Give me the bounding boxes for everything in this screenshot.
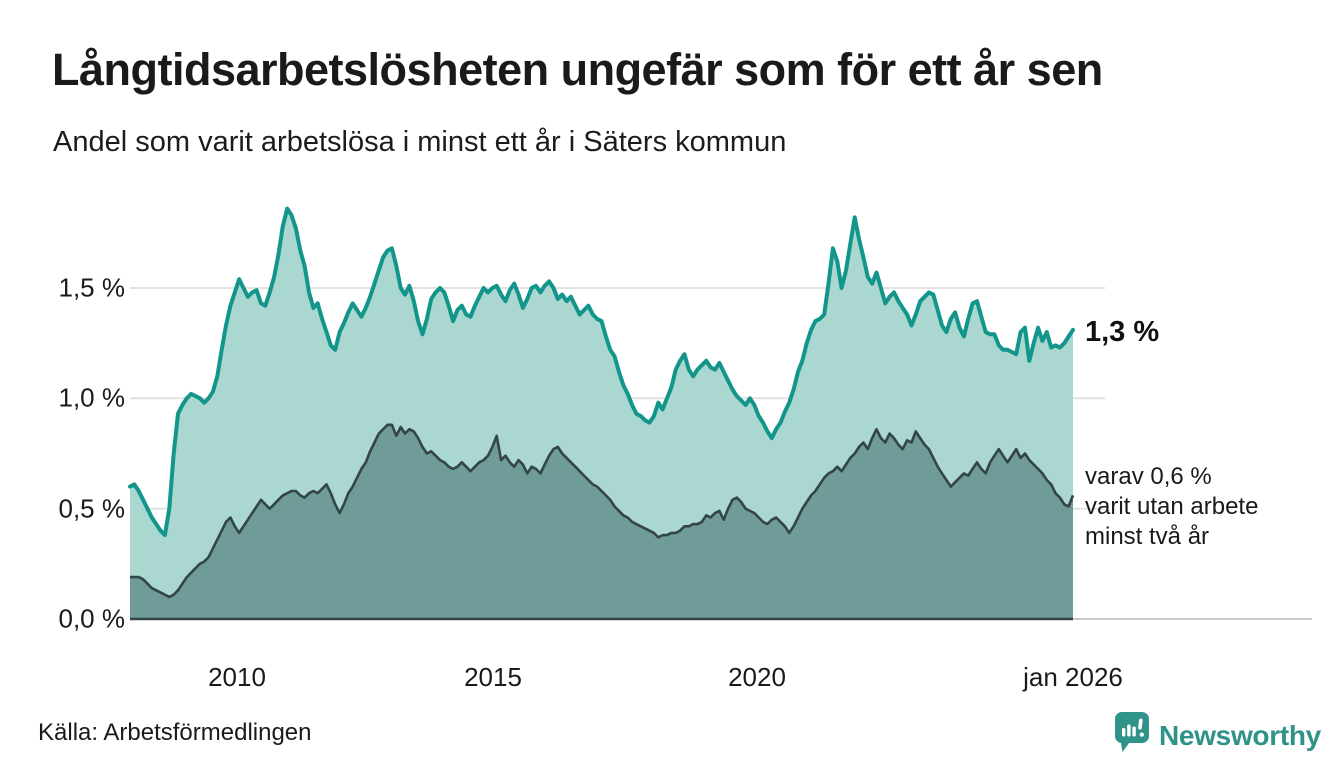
page-subtitle: Andel som varit arbetslösa i minst ett å…	[53, 126, 787, 158]
y-tick-1-0: 1,0 %	[58, 382, 126, 413]
latest-value-label: 1,3 %	[1085, 316, 1160, 348]
secondary-value-label: varav 0,6 % varit utan arbete minst två …	[1085, 462, 1258, 552]
secondary-value-line: varit utan arbete	[1085, 493, 1259, 520]
secondary-value-line: minst två år	[1085, 523, 1210, 550]
newsworthy-logo: Newsworthy	[1114, 712, 1321, 759]
brand-name: Newsworthy	[1159, 719, 1321, 751]
bar-chart-speech-bubble-icon	[1114, 712, 1149, 759]
y-tick-1-5: 1,5 %	[58, 272, 126, 303]
x-tick-2010: 2010	[208, 662, 266, 692]
total-line	[128, 206, 1075, 538]
secondary-area	[130, 424, 1073, 619]
x-tick-jan-2026: jan 2026	[1023, 662, 1123, 692]
y-tick-0-0: 0,0 %	[58, 603, 126, 634]
source-note: Källa: Arbetsförmedlingen	[38, 719, 312, 746]
page-title: Långtidsarbetslösheten ungefär som för e…	[52, 44, 1103, 95]
x-tick-2015: 2015	[464, 662, 522, 692]
secondary-value-line: varav 0,6 %	[1085, 463, 1212, 490]
y-tick-0-5: 0,5 %	[58, 493, 126, 524]
secondary-line	[130, 423, 1075, 599]
x-tick-2020: 2020	[728, 662, 786, 692]
